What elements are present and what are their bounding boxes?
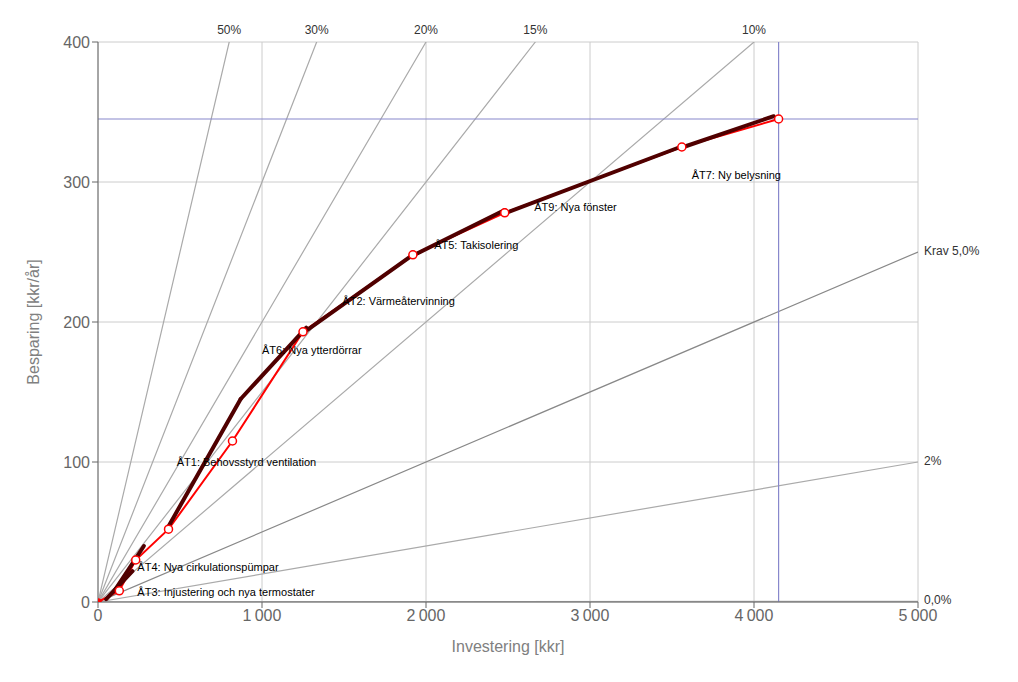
svg-text:ÅT1: Behovsstyrd ventilation: ÅT1: Behovsstyrd ventilation — [177, 456, 316, 468]
svg-text:ÅT3: Injustering och nya termo: ÅT3: Injustering och nya termostater — [137, 586, 315, 598]
svg-text:2 000: 2 000 — [407, 607, 446, 624]
svg-text:ÅT6: Nya ytterdörrar: ÅT6: Nya ytterdörrar — [262, 344, 362, 356]
svg-text:Investering [kkr]: Investering [kkr] — [452, 638, 565, 655]
svg-text:10%: 10% — [742, 23, 766, 37]
svg-text:ÅT5: Takisolering: ÅT5: Takisolering — [434, 239, 518, 251]
svg-text:Besparing [kkr/år]: Besparing [kkr/år] — [25, 259, 42, 384]
svg-text:2%: 2% — [924, 454, 942, 468]
svg-text:ÅT7: Ny belysning: ÅT7: Ny belysning — [692, 169, 781, 181]
svg-text:200: 200 — [63, 314, 90, 331]
svg-text:4 000: 4 000 — [735, 607, 774, 624]
svg-text:50%: 50% — [217, 23, 241, 37]
svg-text:Krav 5,0%: Krav 5,0% — [924, 244, 980, 258]
svg-text:300: 300 — [63, 174, 90, 191]
svg-text:0: 0 — [81, 594, 90, 611]
svg-text:15%: 15% — [523, 23, 547, 37]
svg-text:1 000: 1 000 — [243, 607, 282, 624]
svg-text:5 000: 5 000 — [899, 607, 938, 624]
svg-text:ÅT9: Nya fönster: ÅT9: Nya fönster — [534, 201, 617, 213]
svg-text:100: 100 — [63, 454, 90, 471]
svg-text:ÅT4: Nya cirkulationspümpar: ÅT4: Nya cirkulationspümpar — [137, 561, 279, 573]
svg-text:0,0%: 0,0% — [924, 593, 952, 607]
svg-text:3 000: 3 000 — [571, 607, 610, 624]
svg-text:0: 0 — [94, 607, 103, 624]
svg-text:400: 400 — [63, 34, 90, 51]
svg-text:30%: 30% — [305, 23, 329, 37]
svg-text:20%: 20% — [414, 23, 438, 37]
svg-text:ÅT2: Värmeåtervinning: ÅT2: Värmeåtervinning — [342, 295, 455, 307]
